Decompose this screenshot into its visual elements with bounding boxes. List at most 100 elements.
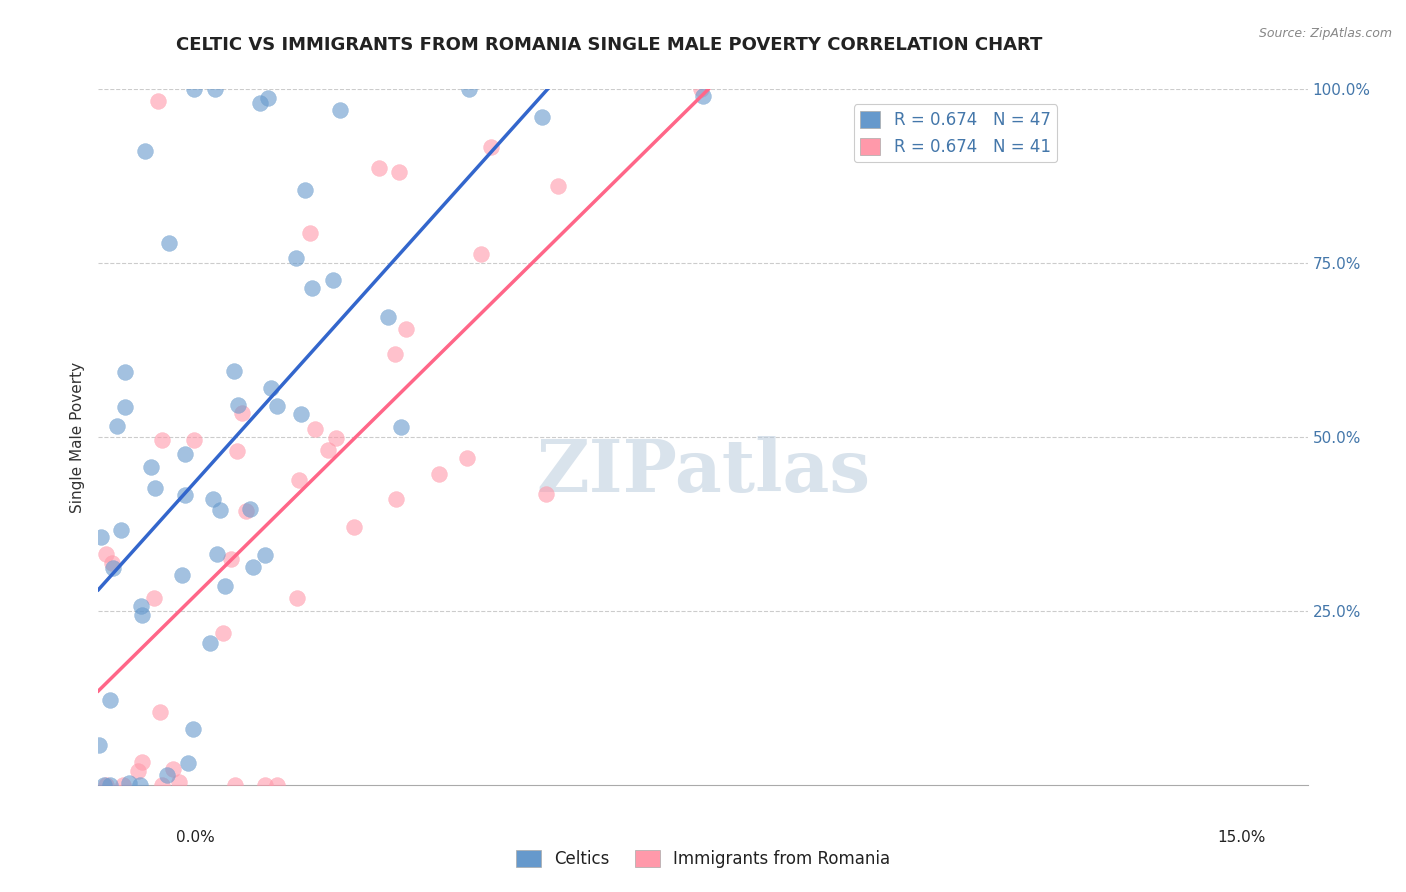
Point xyxy=(534,486,557,500)
Point xyxy=(114,365,136,379)
Text: 15.0%: 15.0% xyxy=(1218,830,1265,845)
Point xyxy=(266,399,288,413)
Point xyxy=(212,625,235,640)
Point xyxy=(224,778,246,792)
Point xyxy=(304,422,326,436)
Point xyxy=(94,547,117,561)
Point xyxy=(90,529,112,543)
Point xyxy=(222,364,245,378)
Point xyxy=(239,502,262,516)
Point xyxy=(456,450,478,465)
Point xyxy=(131,755,153,769)
Point xyxy=(226,444,249,458)
Point xyxy=(377,310,399,325)
Point xyxy=(152,434,174,448)
Point xyxy=(183,433,205,447)
Point xyxy=(429,467,451,481)
Point xyxy=(129,778,152,792)
Point xyxy=(290,407,312,421)
Point xyxy=(329,103,352,117)
Point xyxy=(458,82,481,96)
Point xyxy=(367,161,389,175)
Point xyxy=(388,164,411,178)
Point xyxy=(226,398,249,412)
Point xyxy=(105,418,128,433)
Point xyxy=(479,139,502,153)
Point xyxy=(249,96,271,111)
Point xyxy=(253,778,276,792)
Point xyxy=(101,556,124,570)
Text: ZIPatlas: ZIPatlas xyxy=(536,436,870,508)
Point xyxy=(214,579,236,593)
Point xyxy=(183,82,205,96)
Point xyxy=(325,431,347,445)
Point xyxy=(530,110,553,124)
Point xyxy=(98,693,121,707)
Point xyxy=(254,548,277,562)
Point xyxy=(690,82,713,96)
Point xyxy=(294,183,316,197)
Point xyxy=(129,599,152,614)
Point xyxy=(162,762,184,776)
Point xyxy=(157,235,180,250)
Point xyxy=(207,547,229,561)
Point xyxy=(150,778,173,792)
Legend: Celtics, Immigrants from Romania: Celtics, Immigrants from Romania xyxy=(509,843,897,875)
Y-axis label: Single Male Poverty: Single Male Poverty xyxy=(69,361,84,513)
Point xyxy=(98,778,121,792)
Point xyxy=(110,523,132,537)
Point xyxy=(204,82,226,96)
Point xyxy=(87,738,110,752)
Point xyxy=(231,406,253,420)
Point xyxy=(301,281,323,295)
Point xyxy=(235,504,257,518)
Point xyxy=(146,94,169,108)
Point xyxy=(198,635,221,649)
Point xyxy=(170,567,193,582)
Point xyxy=(208,502,231,516)
Point xyxy=(242,560,264,574)
Point xyxy=(149,705,172,719)
Point xyxy=(285,591,308,606)
Point xyxy=(322,273,344,287)
Point xyxy=(176,756,198,771)
Text: 0.0%: 0.0% xyxy=(176,830,215,845)
Point xyxy=(219,551,242,566)
Point xyxy=(93,778,115,792)
Point xyxy=(131,607,153,622)
Point xyxy=(470,247,492,261)
Point xyxy=(299,226,322,240)
Point xyxy=(181,723,204,737)
Point xyxy=(316,442,339,457)
Text: CELTIC VS IMMIGRANTS FROM ROMANIA SINGLE MALE POVERTY CORRELATION CHART: CELTIC VS IMMIGRANTS FROM ROMANIA SINGLE… xyxy=(176,36,1042,54)
Point xyxy=(547,179,569,194)
Point xyxy=(266,778,288,792)
Legend: R = 0.674   N = 47, R = 0.674   N = 41: R = 0.674 N = 47, R = 0.674 N = 41 xyxy=(853,104,1057,162)
Point xyxy=(114,400,136,414)
Point xyxy=(118,776,141,790)
Point xyxy=(257,91,280,105)
Point xyxy=(385,491,408,506)
Point xyxy=(127,764,149,778)
Point xyxy=(94,778,117,792)
Point xyxy=(343,520,366,534)
Point xyxy=(156,768,179,782)
Point xyxy=(139,460,162,475)
Point xyxy=(288,474,311,488)
Point xyxy=(389,419,412,434)
Point xyxy=(174,488,197,502)
Text: Source: ZipAtlas.com: Source: ZipAtlas.com xyxy=(1258,27,1392,40)
Point xyxy=(167,774,190,789)
Point xyxy=(142,591,165,606)
Point xyxy=(384,346,406,360)
Point xyxy=(202,491,225,506)
Point xyxy=(395,322,418,336)
Point xyxy=(143,481,166,495)
Point xyxy=(692,89,714,103)
Point xyxy=(101,560,124,574)
Point xyxy=(134,145,156,159)
Point xyxy=(174,447,197,461)
Point xyxy=(112,778,135,792)
Point xyxy=(260,380,283,394)
Point xyxy=(285,251,308,265)
